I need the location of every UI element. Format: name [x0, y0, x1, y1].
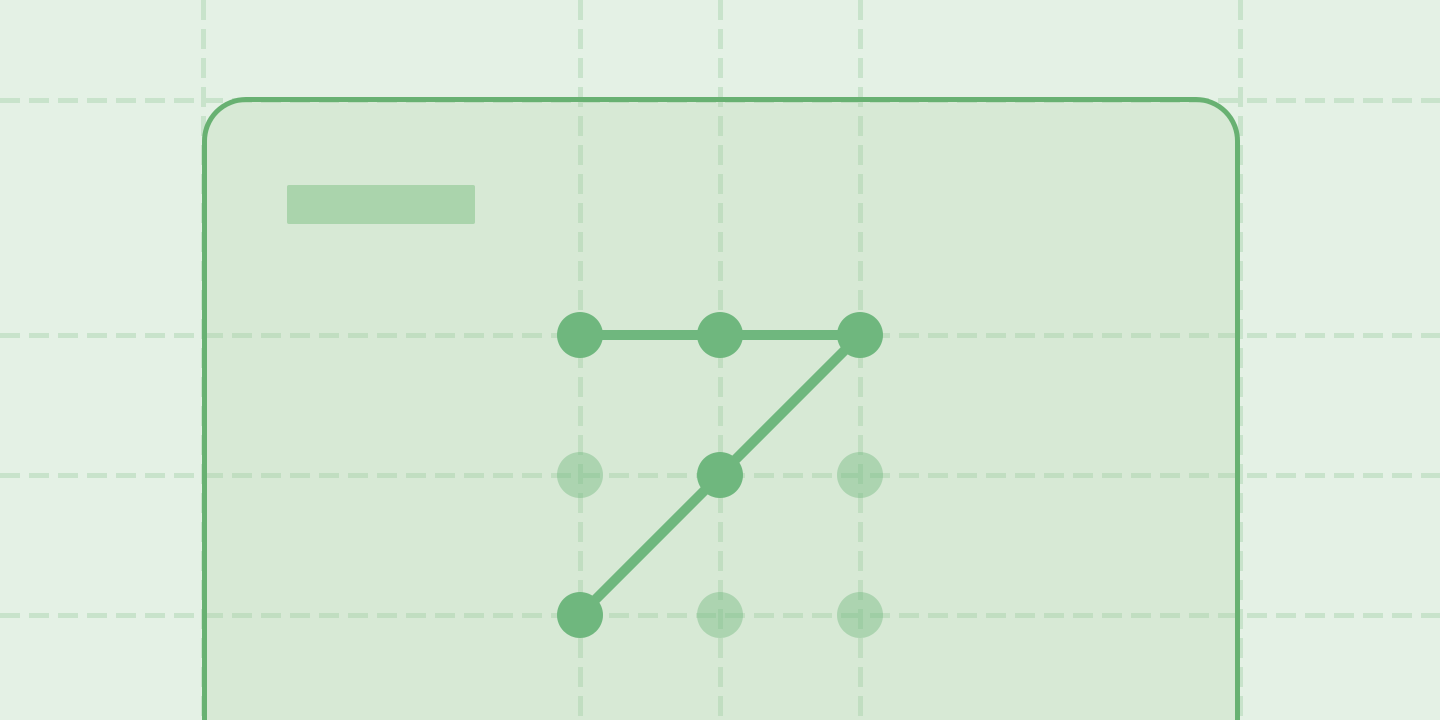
pattern-dot[interactable]: [837, 592, 883, 638]
pattern-dot-grid: [557, 312, 883, 638]
pattern-dot[interactable]: [697, 312, 743, 358]
pattern-dot[interactable]: [557, 312, 603, 358]
pattern-dot[interactable]: [697, 452, 743, 498]
pattern-dot[interactable]: [697, 592, 743, 638]
pattern-dot[interactable]: [837, 452, 883, 498]
grid-guide-vertical: [1237, 0, 1243, 720]
pattern-dot[interactable]: [557, 592, 603, 638]
pattern-dot[interactable]: [837, 312, 883, 358]
pattern-dot[interactable]: [557, 452, 603, 498]
title-placeholder: [287, 185, 475, 224]
